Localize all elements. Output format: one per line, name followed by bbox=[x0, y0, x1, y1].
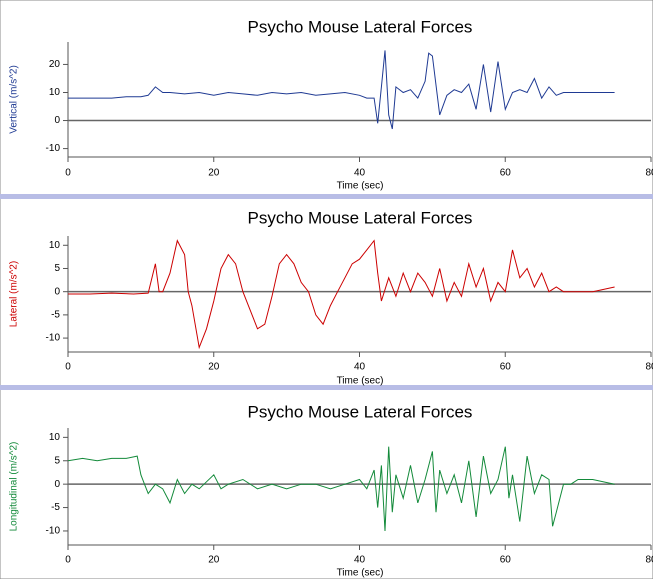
y-tick-label: 0 bbox=[54, 479, 60, 490]
x-tick-label: 80 bbox=[645, 168, 653, 179]
x-tick-label: 20 bbox=[208, 362, 220, 373]
x-tick-label: 40 bbox=[354, 555, 366, 566]
y-tick-label: 10 bbox=[49, 432, 61, 443]
y-tick-label: -10 bbox=[46, 526, 61, 537]
y-tick-label: 0 bbox=[54, 286, 60, 297]
y-tick-label: 0 bbox=[54, 115, 60, 126]
y-tick-label: 5 bbox=[54, 263, 60, 274]
chart-title: Psycho Mouse Lateral Forces bbox=[248, 17, 473, 36]
y-axis-label: Longitudinal (m/s^2) bbox=[9, 442, 20, 532]
x-tick-label: 0 bbox=[65, 555, 71, 566]
y-tick-label: 10 bbox=[49, 87, 61, 98]
y-tick-label: -5 bbox=[51, 310, 60, 321]
x-tick-label: 60 bbox=[500, 168, 512, 179]
x-tick-label: 0 bbox=[65, 168, 71, 179]
x-tick-label: 40 bbox=[354, 168, 366, 179]
data-line bbox=[68, 50, 615, 130]
y-tick-label: -5 bbox=[51, 502, 60, 513]
y-axis-label: Lateral (m/s^2) bbox=[9, 261, 20, 327]
x-tick-label: 80 bbox=[645, 362, 653, 373]
x-tick-label: 40 bbox=[354, 362, 366, 373]
x-tick-label: 60 bbox=[500, 362, 512, 373]
x-axis-label: Time (sec) bbox=[337, 181, 384, 192]
x-axis-label: Time (sec) bbox=[337, 376, 384, 387]
separator bbox=[0, 385, 653, 390]
y-tick-label: -10 bbox=[46, 143, 61, 154]
x-tick-label: 20 bbox=[208, 168, 220, 179]
y-tick-label: 5 bbox=[54, 455, 60, 466]
y-tick-label: 10 bbox=[49, 240, 61, 251]
x-tick-label: 80 bbox=[645, 555, 653, 566]
x-tick-label: 0 bbox=[65, 362, 71, 373]
data-line bbox=[68, 239, 615, 350]
chart-title: Psycho Mouse Lateral Forces bbox=[248, 208, 473, 227]
chart-title: Psycho Mouse Lateral Forces bbox=[248, 402, 473, 421]
data-line bbox=[67, 446, 615, 532]
x-axis-label: Time (sec) bbox=[337, 568, 384, 579]
y-tick-label: -10 bbox=[46, 333, 61, 344]
y-tick-label: 20 bbox=[49, 59, 61, 70]
separator bbox=[0, 194, 653, 199]
x-tick-label: 20 bbox=[208, 555, 220, 566]
y-axis-label: Vertical (m/s^2) bbox=[9, 65, 20, 134]
x-tick-label: 60 bbox=[500, 555, 512, 566]
